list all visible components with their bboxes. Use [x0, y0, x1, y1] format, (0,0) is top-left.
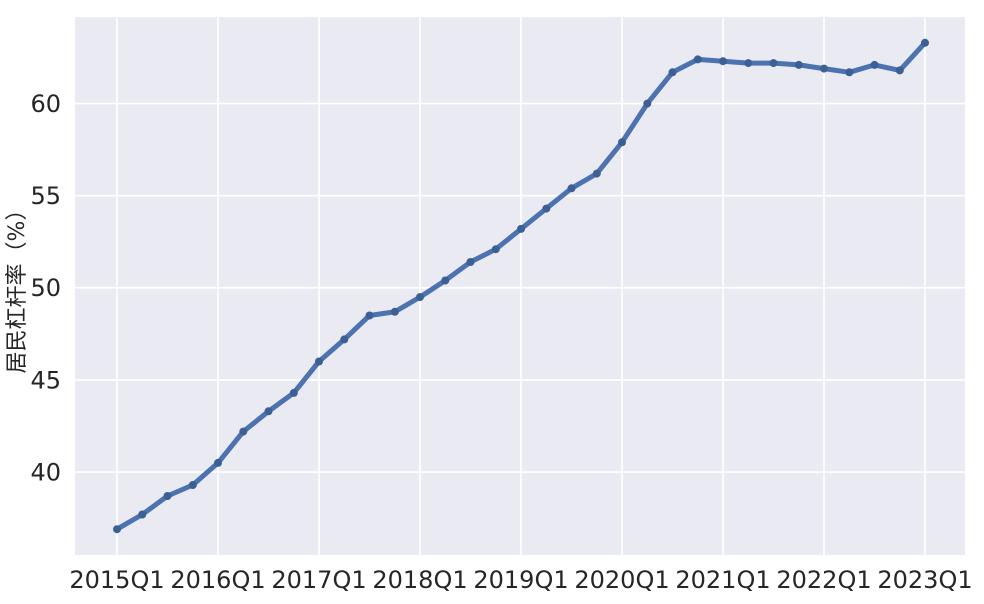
data-point-2018Q3 [466, 258, 475, 266]
data-point-2021Q4 [794, 60, 803, 69]
x-tick-2020Q1: 2020Q1 [574, 566, 669, 594]
data-point-2019Q4 [592, 169, 601, 178]
data-point-2015Q3 [163, 492, 172, 500]
x-tick-2016Q1: 2016Q1 [170, 566, 265, 594]
y-tick-60: 60 [30, 90, 61, 118]
plot-area [75, 17, 965, 555]
data-point-2016Q2 [239, 427, 248, 436]
data-point-2019Q3 [567, 184, 576, 193]
data-point-2021Q2 [744, 59, 753, 68]
y-axis-title: 居民杠杆率（%） [5, 199, 30, 374]
x-tick-2022Q1: 2022Q1 [776, 566, 871, 594]
data-point-2016Q4 [289, 388, 298, 397]
tick-layer: 40 45 50 55 60 2015Q1 2016Q1 2017Q1 2018Q1 2019Q1… [30, 90, 972, 594]
data-point-2017Q4 [390, 307, 399, 316]
data-point-2017Q3 [365, 311, 374, 320]
data-point-2022Q4 [895, 66, 904, 75]
data-point-2015Q1 [113, 525, 121, 534]
data-point-2019Q1 [517, 224, 525, 233]
x-tick-2021Q1: 2021Q1 [675, 566, 770, 594]
data-point-2018Q1 [416, 293, 424, 302]
data-point-2023Q1 [921, 38, 929, 47]
data-point-2017Q1 [315, 357, 323, 366]
data-point-2021Q1 [719, 57, 727, 66]
x-tick-2015Q1: 2015Q1 [69, 566, 164, 594]
y-tick-45: 45 [30, 366, 61, 394]
data-point-2019Q2 [542, 204, 551, 213]
data-point-2016Q1 [214, 458, 222, 467]
x-tick-2018Q1: 2018Q1 [372, 566, 467, 594]
data-point-2020Q3 [668, 68, 677, 77]
data-point-2022Q2 [845, 68, 854, 77]
data-point-2020Q2 [643, 99, 652, 108]
x-tick-2017Q1: 2017Q1 [271, 566, 366, 594]
data-point-2018Q2 [441, 276, 450, 285]
data-point-2017Q2 [340, 335, 349, 344]
data-point-2020Q1 [618, 138, 626, 147]
data-point-2015Q4 [188, 481, 197, 489]
data-point-2018Q4 [491, 245, 500, 254]
grid-layer [75, 17, 965, 555]
data-point-2016Q3 [264, 407, 273, 416]
y-tick-40: 40 [30, 458, 61, 486]
y-tick-50: 50 [30, 274, 61, 302]
data-point-2022Q3 [870, 60, 879, 69]
data-point-2020Q4 [693, 55, 702, 64]
x-tick-2019Q1: 2019Q1 [473, 566, 568, 594]
data-point-2022Q1 [820, 64, 828, 73]
data-point-2021Q3 [769, 59, 778, 68]
x-tick-2023Q1: 2023Q1 [877, 566, 972, 594]
data-layer [113, 38, 929, 534]
y-tick-55: 55 [30, 182, 61, 210]
data-point-2015Q2 [138, 510, 147, 519]
